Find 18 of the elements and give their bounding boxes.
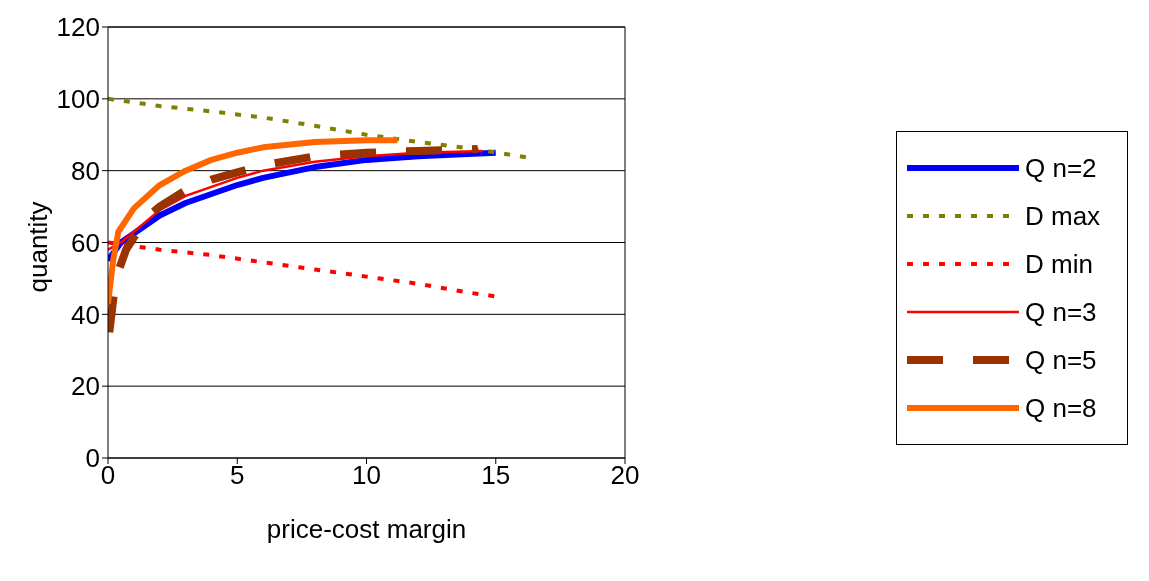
y-tick-label: 80	[71, 155, 100, 186]
legend-label: Q n=3	[1025, 296, 1097, 328]
y-tick-label: 100	[56, 84, 100, 115]
legend-label: D min	[1025, 248, 1093, 280]
y-tick-label: 60	[71, 227, 100, 258]
x-tick-label: 5	[230, 460, 245, 491]
x-tick-label: 10	[352, 460, 381, 491]
legend-label: Q n=5	[1025, 344, 1097, 376]
y-tick-label: 20	[71, 371, 100, 402]
legend-label: Q n=8	[1025, 392, 1097, 424]
y-tick-label: 120	[56, 12, 100, 43]
x-axis-title: price-cost margin	[266, 514, 467, 544]
legend-label: D max	[1025, 200, 1101, 232]
y-axis-title: quantity	[23, 201, 54, 293]
legend-label: Q n=2	[1025, 152, 1097, 184]
y-tick-label: 40	[71, 299, 100, 330]
x-tick-label: 15	[481, 460, 511, 491]
x-tick-label: 20	[610, 460, 640, 491]
